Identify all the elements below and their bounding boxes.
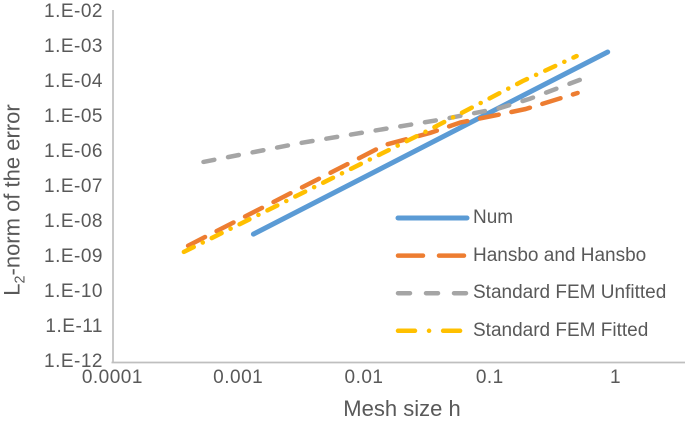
x-tick-label: 0.01 [344, 367, 384, 388]
y-tick-label: 1.E-05 [44, 106, 103, 127]
series-layer [181, 49, 611, 255]
y-tick-label: 1.E-09 [44, 246, 103, 267]
y-tick-label: 1.E-10 [44, 281, 103, 302]
series-line-standard-fem-fitted [181, 53, 579, 255]
legend-label-standard-fem-unfitted: Standard FEM Unfitted [473, 282, 667, 304]
legend-label-hansbo-and-hansbo: Hansbo and Hansbo [473, 244, 647, 266]
y-tick-label: 1.E-02 [44, 1, 103, 22]
series-line-standard-fem-unfitted [201, 76, 584, 165]
series-line-num [250, 49, 611, 237]
y-tick-label: 1.E-08 [44, 211, 103, 232]
series-line-hansbo-and-hansbo [185, 90, 580, 248]
y-tick-label: 1.E-06 [44, 141, 103, 162]
legend-lines-layer [395, 215, 470, 334]
y-tick-label: 1.E-03 [44, 36, 103, 57]
y-tick-label: 1.E-04 [44, 71, 103, 92]
y-tick-label: 1.E-12 [44, 351, 103, 372]
x-axis-title: Mesh size h [343, 396, 461, 421]
x-tick-label: 0.001 [213, 367, 264, 388]
y-tick-label: 1.E-11 [45, 316, 103, 337]
y-tick-label: 1.E-07 [44, 176, 103, 197]
x-tick-label: 0.1 [475, 367, 504, 388]
legend-label-standard-fem-fitted: Standard FEM Fitted [473, 319, 649, 341]
x-tick-label: 1 [610, 367, 622, 388]
x-tick-label: 0.0001 [81, 367, 143, 388]
legend-label-num: Num [473, 207, 514, 228]
